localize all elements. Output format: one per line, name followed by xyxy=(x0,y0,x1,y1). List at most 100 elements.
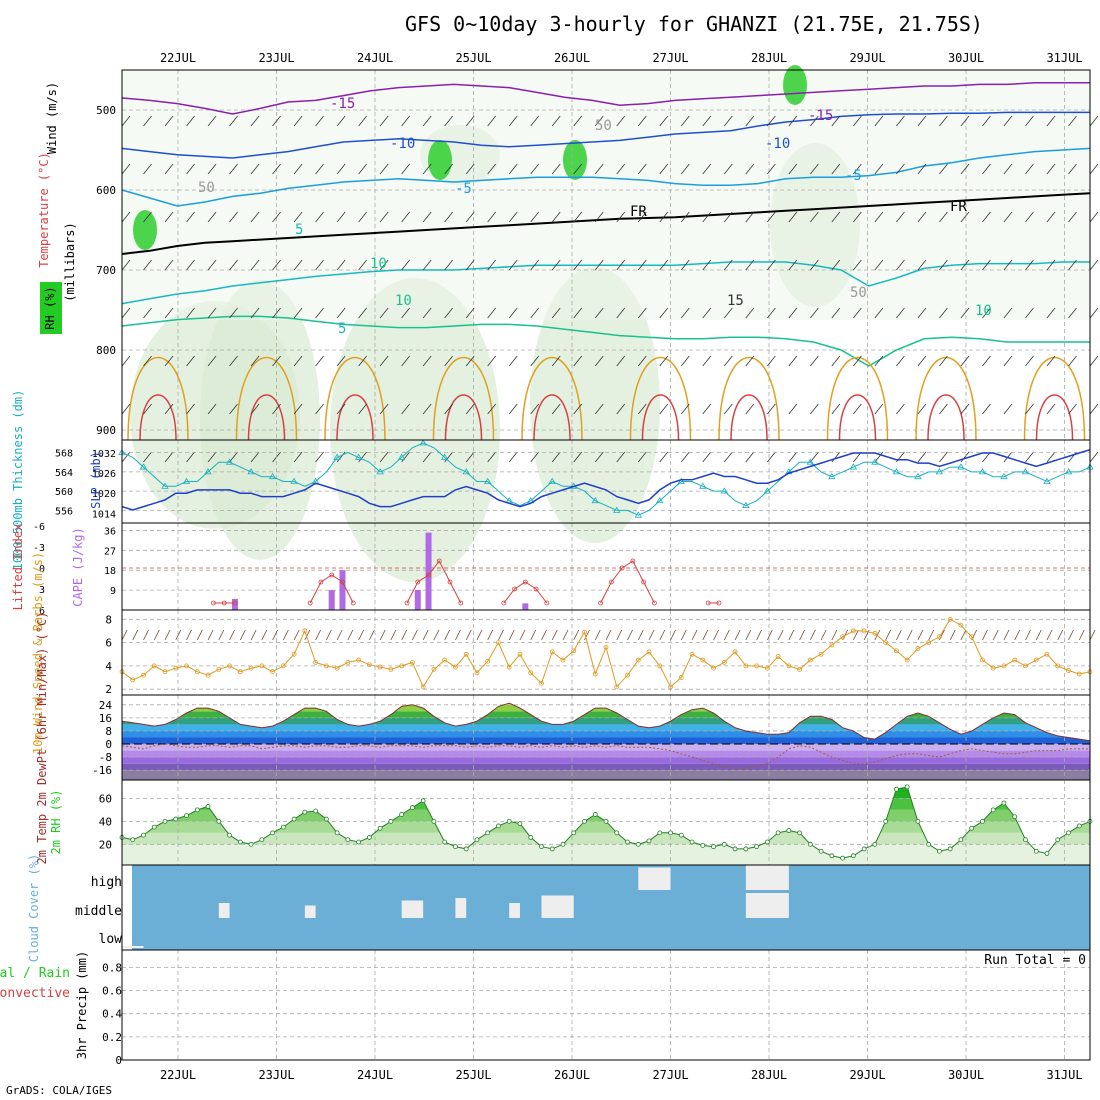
wind10-marker xyxy=(130,677,136,683)
cape-bar xyxy=(522,603,529,610)
wind-barb xyxy=(121,355,131,367)
wind-barb xyxy=(1068,403,1077,415)
precip-total-label: Total / Rain xyxy=(0,966,70,981)
cloud-level-label: middle xyxy=(75,904,122,919)
wind-barb xyxy=(659,211,669,223)
thickness-marker xyxy=(978,468,987,475)
wind10-marker xyxy=(453,664,458,670)
wind-barb xyxy=(444,259,453,271)
wind-barb xyxy=(680,115,690,127)
wind10-marker xyxy=(173,665,179,671)
wind-barb xyxy=(315,163,324,175)
wind-barb xyxy=(358,451,367,463)
wind10-marker xyxy=(915,646,921,651)
wind-barb xyxy=(594,403,604,415)
rh-marker xyxy=(872,841,878,847)
wind10-barb xyxy=(207,629,214,641)
wind-barb xyxy=(573,403,583,415)
wind-barb xyxy=(229,403,238,415)
thickness-marker xyxy=(354,453,363,460)
slp-tick-label: 1020 xyxy=(92,489,116,500)
wind-barb xyxy=(982,259,991,271)
wind-barb xyxy=(164,451,174,463)
contour-label: -5 xyxy=(455,181,472,197)
wind-barb xyxy=(702,115,712,127)
wind10-barb xyxy=(261,629,268,641)
temp-contour xyxy=(324,357,386,441)
wind-barb xyxy=(831,403,841,415)
li-marker xyxy=(436,558,442,564)
wind10-barb xyxy=(143,629,149,641)
wind10-marker xyxy=(184,663,189,669)
contour-label: 50 xyxy=(198,180,215,196)
x-tick-label-bottom: 31JUL xyxy=(1046,1068,1082,1082)
wind-barb xyxy=(164,115,174,127)
isotherm-5 xyxy=(121,261,1090,305)
wind-barb xyxy=(229,115,238,127)
wind-barb xyxy=(637,403,647,415)
wind-barb xyxy=(960,115,970,127)
wind-barb xyxy=(982,115,991,127)
wind-barb xyxy=(444,403,453,415)
wind-barb xyxy=(702,403,712,415)
li-marker xyxy=(512,586,517,592)
wind10-barb xyxy=(637,629,644,641)
wind-barb xyxy=(982,211,991,223)
rh-marker xyxy=(1066,830,1071,836)
wind-barb xyxy=(1025,307,1034,319)
wind10-barb xyxy=(218,629,225,641)
temp-tick-label: 16 xyxy=(99,712,112,725)
rh-marker xyxy=(818,848,824,854)
wind10-barb xyxy=(1057,629,1064,641)
wind-barb xyxy=(767,355,776,367)
wind-barb xyxy=(745,259,755,271)
rh-marker xyxy=(302,809,308,815)
rh-marker xyxy=(603,818,609,824)
rh-marker xyxy=(366,835,372,840)
rh-marker xyxy=(861,846,867,852)
wind10-marker xyxy=(797,666,802,672)
wind-barb xyxy=(530,211,540,223)
wind10-barb xyxy=(809,629,816,641)
cloud-block-middle xyxy=(509,903,520,918)
wind-barb xyxy=(853,211,862,223)
wind-barb xyxy=(186,115,195,127)
wind-barb xyxy=(207,211,217,223)
wind-barb xyxy=(810,403,819,415)
wind-barb xyxy=(831,355,841,367)
wind-barb xyxy=(896,259,905,271)
wind-barb xyxy=(1025,355,1034,367)
rh-marker xyxy=(442,839,448,845)
li-marker xyxy=(350,600,356,606)
wind-barb xyxy=(680,307,690,319)
wind-barb xyxy=(723,307,733,319)
li-line xyxy=(600,560,655,604)
rh-marker xyxy=(668,830,673,836)
wind10-marker xyxy=(969,634,975,640)
thickness-marker xyxy=(957,463,965,470)
wind-barb xyxy=(616,451,626,463)
wind-barb xyxy=(551,259,561,271)
slp-line xyxy=(121,448,1091,511)
wind10-barb xyxy=(282,629,289,641)
wind-barb xyxy=(594,307,604,319)
li-marker xyxy=(608,579,614,585)
cloud-block-middle xyxy=(455,898,467,918)
temp-contour xyxy=(127,357,189,441)
wind10-barb xyxy=(229,629,235,641)
x-tick-label-bottom: 24JUL xyxy=(357,1068,393,1082)
temp-tick-label: 8 xyxy=(105,725,112,738)
rh-band xyxy=(122,844,1090,865)
temp-contour xyxy=(444,394,483,441)
cape-bar xyxy=(414,590,421,610)
temp-band xyxy=(122,730,1090,738)
thickness-tick-label: 568 xyxy=(55,449,73,460)
temp-line xyxy=(121,702,1091,742)
wind10-barb xyxy=(788,629,795,641)
x-tick-label-bottom: 30JUL xyxy=(948,1068,984,1082)
wind-barb xyxy=(530,451,540,463)
thickness-marker xyxy=(440,453,449,460)
wind10-barb xyxy=(347,629,354,641)
rh-marker xyxy=(592,812,598,817)
wind-barb xyxy=(379,451,389,463)
